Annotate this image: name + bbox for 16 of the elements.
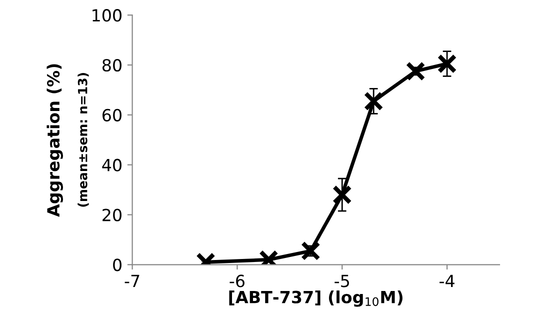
x-tick-label: -6 xyxy=(230,274,244,288)
text: (mean±sem: n=13) xyxy=(78,73,89,207)
y-tick-label: 60 xyxy=(102,108,122,122)
y-tick-label: 20 xyxy=(102,208,122,222)
x-axis-title: [ABT-737] (log$_{10}$M) xyxy=(229,290,402,307)
point xyxy=(364,91,384,111)
x-tick-label: -5 xyxy=(334,274,349,288)
y-tick-label: 0 xyxy=(113,258,122,272)
x-tick-label: -4 xyxy=(440,274,454,288)
point xyxy=(437,54,457,74)
y-tick-label: 80 xyxy=(102,58,122,72)
point xyxy=(406,62,426,81)
x-tick-label: -7 xyxy=(124,274,140,288)
y-tick-label: 100 xyxy=(92,9,122,22)
y-tick-label: 40 xyxy=(102,158,122,172)
y-axis-title: Aggregation (%) xyxy=(46,64,63,217)
